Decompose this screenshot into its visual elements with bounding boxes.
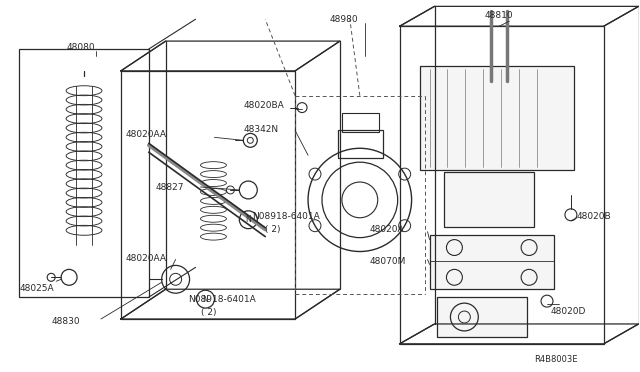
Bar	[338, 131, 383, 158]
Text: 48020B: 48020B	[577, 212, 611, 221]
Text: N: N	[245, 215, 251, 224]
Text: 48020AA: 48020AA	[126, 131, 167, 140]
Text: 48810: 48810	[484, 11, 513, 20]
Bar	[342, 113, 379, 132]
Bar	[19, 49, 148, 297]
Text: 48080: 48080	[66, 43, 95, 52]
Text: N: N	[203, 295, 209, 304]
Text: 48342N: 48342N	[243, 125, 278, 134]
Text: 48020BA: 48020BA	[243, 101, 284, 110]
Text: 48070M: 48070M	[370, 257, 406, 266]
Text: 48020A: 48020A	[370, 225, 404, 234]
Text: 48830: 48830	[51, 317, 80, 326]
Text: 48025A: 48025A	[19, 284, 54, 293]
Bar	[429, 235, 554, 289]
Text: 48980: 48980	[330, 15, 358, 24]
Bar	[399, 26, 604, 344]
Text: 48020D: 48020D	[551, 307, 586, 316]
Bar	[444, 172, 534, 227]
Text: N08918-6401A: N08918-6401A	[189, 295, 257, 304]
Text: 48020AA: 48020AA	[126, 254, 167, 263]
Text: 48827: 48827	[156, 183, 184, 192]
Text: ( 2): ( 2)	[200, 308, 216, 317]
Bar	[438, 297, 527, 337]
Bar	[420, 66, 574, 170]
Text: R4B8003E: R4B8003E	[534, 355, 577, 364]
Text: ( 2): ( 2)	[265, 225, 281, 234]
Bar	[121, 71, 295, 319]
Text: N08918-6401A: N08918-6401A	[252, 212, 320, 221]
